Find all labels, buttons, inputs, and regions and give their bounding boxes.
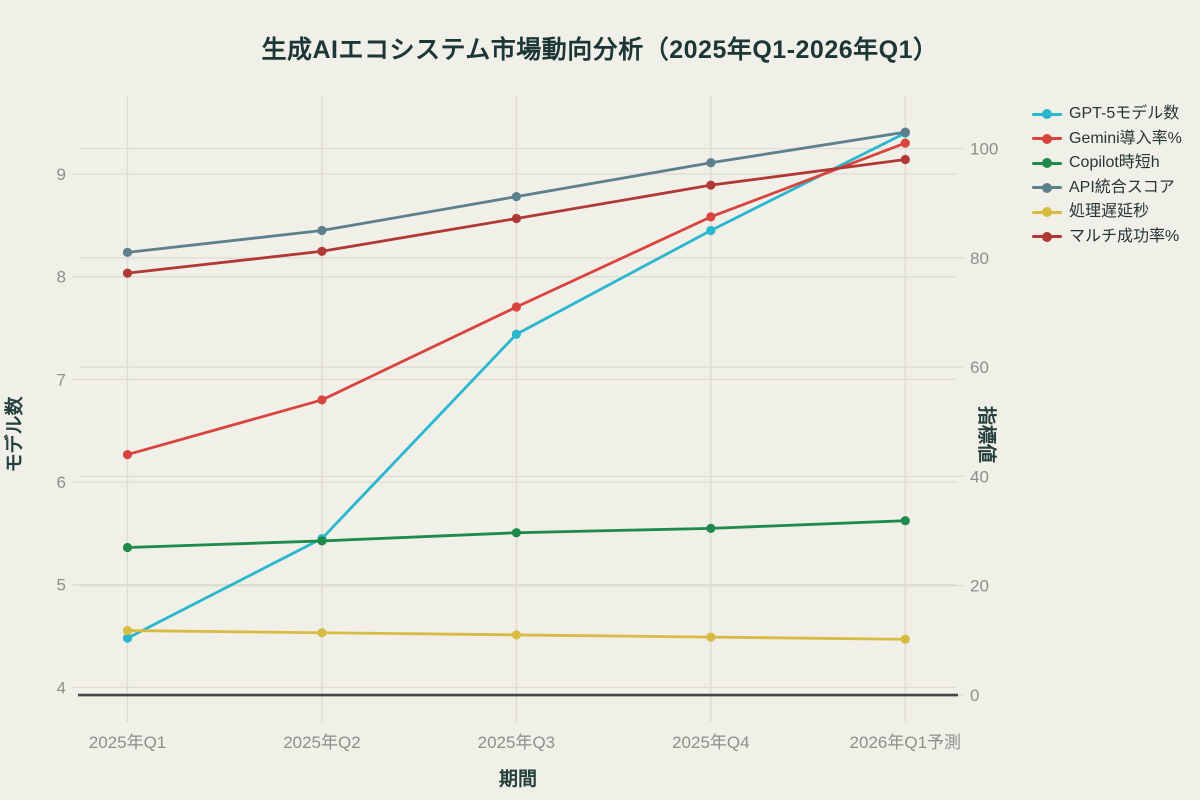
data-point: [511, 630, 521, 640]
right-tick-label: 100: [970, 140, 998, 159]
x-axis-title: 期間: [498, 769, 537, 790]
legend-item-latency[interactable]: 処理遅延秒: [1032, 203, 1182, 221]
x-tick-label: 2025年Q3: [478, 733, 556, 752]
x-tick-label: 2026年Q1予測: [850, 733, 962, 752]
data-point: [317, 246, 327, 256]
x-tick-label: 2025年Q4: [672, 733, 750, 752]
legend-label: GPT-5モデル数: [1069, 105, 1180, 122]
left-tick-label: 6: [57, 473, 66, 492]
left-tick-label: 7: [57, 370, 66, 389]
data-point: [122, 268, 133, 278]
y-axis-title-right: 指標値: [975, 405, 997, 463]
chart-title: 生成AIエコシステム市場動向分析（2025年Q1-2026年Q1）: [261, 36, 939, 64]
data-point: [317, 536, 327, 546]
data-point: [511, 192, 521, 202]
legend-item-multi[interactable]: マルチ成功率%: [1032, 228, 1182, 246]
left-tick-label: 5: [57, 576, 66, 595]
left-tick-label: 4: [57, 678, 66, 697]
data-point: [317, 628, 327, 638]
legend-item-api[interactable]: API統合スコア: [1032, 179, 1182, 197]
data-point: [706, 225, 716, 236]
data-point: [706, 158, 716, 168]
right-tick-label: 0: [970, 686, 979, 705]
data-point: [122, 625, 133, 636]
legend-label: Gemini導入率%: [1069, 129, 1182, 147]
legend-marker-icon: [1032, 157, 1062, 169]
legend-item-copilot[interactable]: Copilot時短h: [1032, 154, 1182, 172]
x-tick-label: 2025年Q1: [89, 733, 167, 752]
data-point: [317, 225, 327, 236]
x-tick-label: 2025年Q2: [283, 733, 361, 752]
data-point: [900, 138, 910, 148]
data-point: [900, 516, 910, 526]
legend: GPT-5モデル数 Gemini導入率% Copilot時短h API統合スコア…: [1032, 105, 1182, 246]
data-point: [511, 528, 521, 538]
data-point: [900, 154, 910, 165]
data-point: [122, 633, 133, 643]
legend-item-gemini[interactable]: Gemini導入率%: [1032, 130, 1182, 148]
tick-labels: 4 5 6 7 8 9 0 20 40 60 80 100 2025年Q1 2025年Q2 2025年Q3 2…: [57, 140, 999, 752]
left-tick-label: 8: [57, 268, 66, 287]
data-point: [511, 302, 521, 312]
series-Copilot時短h: [122, 516, 910, 553]
legend-label: API統合スコア: [1069, 178, 1175, 196]
series-処理遅延秒: [122, 625, 910, 644]
legend-label: 処理遅延秒: [1069, 203, 1150, 220]
data-point: [706, 523, 716, 533]
data-point: [900, 634, 910, 644]
y-axis-title-left: モデル数: [4, 396, 26, 473]
data-point: [900, 127, 910, 137]
legend-marker-icon: [1032, 182, 1062, 194]
series-マルチ成功率%: [122, 154, 910, 278]
data-point: [122, 449, 133, 460]
data-point: [511, 213, 521, 224]
right-tick-label: 20: [970, 577, 989, 596]
legend-item-gpt5[interactable]: GPT-5モデル数: [1032, 105, 1182, 123]
series-API統合スコア: [122, 127, 910, 257]
data-point: [317, 395, 327, 405]
right-tick-label: 80: [970, 249, 989, 268]
data-point: [122, 542, 133, 553]
legend-marker-icon: [1032, 206, 1062, 218]
data-point: [706, 180, 716, 190]
legend-marker-icon: [1032, 231, 1062, 243]
legend-marker-icon: [1032, 133, 1062, 145]
legend-label: マルチ成功率%: [1069, 227, 1180, 245]
data-point: [122, 247, 133, 257]
data-point: [706, 212, 716, 222]
series-Gemini導入率%: [122, 138, 910, 460]
gridlines: [72, 95, 964, 722]
data-point: [511, 329, 521, 339]
legend-marker-icon: [1032, 108, 1062, 120]
left-tick-label: 9: [57, 165, 66, 184]
legend-label: Copilot時短h: [1069, 154, 1160, 171]
data-point: [706, 632, 716, 642]
right-tick-label: 40: [970, 467, 989, 486]
right-tick-label: 60: [970, 358, 989, 377]
